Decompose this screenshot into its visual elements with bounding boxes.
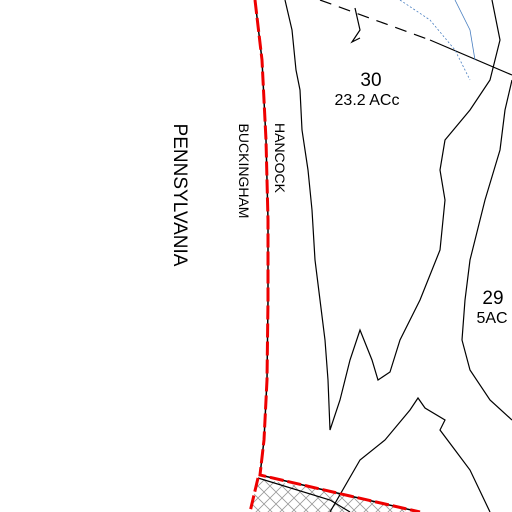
township-boundary: [248, 477, 260, 512]
parcel-number: 30: [360, 70, 381, 91]
township-label: BUCKINGHAM: [236, 124, 252, 219]
parcel-area: 23.2 ACc: [335, 92, 400, 109]
parcel-area: 5AC: [476, 310, 507, 327]
state-label: PENNSYLVANIA: [169, 124, 190, 267]
parcel-lines: [257, 0, 512, 512]
streams: [399, 0, 476, 81]
township-boundary: [253, 0, 421, 512]
parcel-number: 29: [482, 288, 503, 309]
township-label: HANCOCK: [272, 123, 288, 194]
